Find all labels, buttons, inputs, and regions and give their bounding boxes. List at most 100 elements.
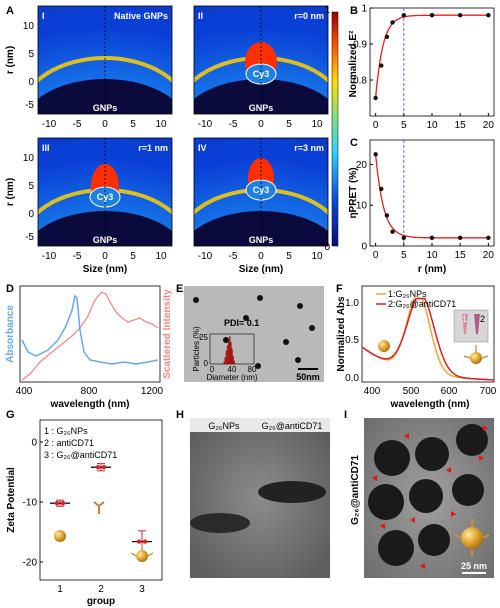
inset-x-label: Diameter (nm) bbox=[206, 373, 257, 382]
data-point bbox=[142, 539, 148, 544]
plot-frame bbox=[369, 139, 495, 247]
y-tick-label: 10 bbox=[23, 21, 35, 32]
subpanel-title: r=3 nm bbox=[294, 143, 324, 153]
nanoparticle bbox=[378, 530, 414, 566]
data-point bbox=[457, 235, 463, 241]
x-tick-label: 10 bbox=[155, 251, 167, 262]
histogram-bar bbox=[225, 350, 228, 365]
histogram-bars bbox=[223, 336, 235, 365]
inset-y-tick: 0 bbox=[204, 359, 209, 368]
x-tick-label: 20 bbox=[483, 120, 495, 131]
plot-frame bbox=[361, 285, 495, 383]
y-tick-label: 0.5 bbox=[345, 335, 359, 346]
inset-x-tick: 80 bbox=[248, 365, 257, 374]
gel-header bbox=[190, 418, 330, 432]
x-tick-label: 15 bbox=[455, 250, 467, 261]
nanoparticle bbox=[283, 339, 289, 345]
y-axis-label-right: Scattered Intensity bbox=[162, 289, 173, 379]
x-tick-label: 5 bbox=[286, 119, 292, 130]
data-point bbox=[457, 13, 463, 18]
x-tick-label: 0 bbox=[102, 251, 108, 262]
x-tick-label: 10 bbox=[311, 251, 323, 262]
x-tick-label: 1200 bbox=[141, 386, 164, 397]
x-axis-label: wavelength (nm) bbox=[50, 399, 130, 410]
nanoparticle bbox=[374, 440, 410, 476]
inset-y-tick: 25 bbox=[199, 333, 208, 342]
x-tick-label: -10 bbox=[42, 119, 57, 130]
y-tick-label: 0 bbox=[28, 209, 34, 220]
panel-d-axes: 400 800 1200 wavelength (nm) Absorbance … bbox=[5, 285, 173, 410]
subpanel-numeral: I bbox=[42, 11, 45, 21]
data-point bbox=[54, 501, 60, 506]
x-tick-label: 400 bbox=[364, 386, 381, 397]
histogram-bar bbox=[230, 342, 232, 365]
pdi-annotation: PDI= 0.1 bbox=[224, 318, 259, 328]
x-tick-label: 2 bbox=[98, 584, 104, 595]
inset-y-label: Particles (%) bbox=[192, 326, 201, 372]
nanoparticle bbox=[257, 295, 263, 301]
cy3-label: Cy3 bbox=[253, 69, 270, 79]
data-point bbox=[390, 20, 395, 25]
antibody-markers bbox=[372, 425, 488, 569]
nanoparticle bbox=[255, 363, 261, 369]
data-point bbox=[384, 34, 390, 39]
panel-c-axes: 0 5 10 15 20 20 10 0 ηPRET (%) r (nm) bbox=[348, 139, 495, 275]
colorbar-tick-label: 0 bbox=[324, 242, 330, 253]
data-point bbox=[384, 213, 390, 218]
lane-label-2: G₂₆@antiCD71 bbox=[262, 421, 323, 431]
absorbance-series bbox=[21, 294, 159, 365]
y-axis-label: r (nm) bbox=[5, 178, 16, 206]
colorbar-tick-label: 1 bbox=[324, 5, 330, 16]
functionalized-np-icon bbox=[463, 345, 489, 364]
x-tick-label: 5 bbox=[286, 251, 292, 262]
x-tick-label: 10 bbox=[311, 119, 323, 130]
scale-bar bbox=[298, 368, 318, 370]
gel-band-lane-1 bbox=[190, 513, 250, 533]
y-tick-label: 0.0 bbox=[345, 373, 359, 384]
x-tick-label: 0 bbox=[258, 119, 264, 130]
histogram-bar bbox=[229, 336, 231, 365]
y-axis-label: Normalized E² bbox=[348, 30, 359, 97]
y-tick-label: 0 bbox=[361, 242, 367, 253]
nanoparticle bbox=[193, 297, 199, 303]
colorbar bbox=[331, 11, 339, 247]
panel-g-axes: 1 : G₂₆NPs 2 : antiCD71 3 : G₂₆@antiCD71… bbox=[6, 419, 163, 607]
data-point bbox=[373, 152, 378, 157]
x-tick-label: 10 bbox=[155, 119, 167, 130]
plot-frame bbox=[369, 7, 495, 117]
data-point bbox=[373, 95, 378, 101]
antibody-icon bbox=[93, 501, 105, 514]
fit-curve bbox=[374, 14, 489, 99]
panel-h-gel: G₂₆NPs G₂₆@antiCD71 bbox=[190, 418, 330, 578]
data-point bbox=[60, 501, 66, 506]
x-tick-label: 5 bbox=[130, 251, 136, 262]
gold-np-icon bbox=[54, 530, 66, 542]
histogram-bar bbox=[232, 356, 234, 365]
x-tick-label: 1 bbox=[57, 584, 63, 595]
panel-letter-h: H bbox=[176, 409, 184, 421]
scale-bar-label: 25 nm bbox=[461, 561, 487, 571]
data-point bbox=[136, 539, 142, 544]
side-label: G₂₆@antiCD71 bbox=[350, 455, 361, 525]
vial-label-2: 2 bbox=[480, 314, 485, 324]
vial-2 bbox=[474, 314, 480, 334]
y-tick-label: 1 bbox=[361, 4, 367, 15]
x-tick-label: 10 bbox=[426, 250, 438, 261]
panel-letter-e: E bbox=[176, 283, 183, 295]
y-tick-label: 10 bbox=[356, 201, 368, 212]
vial-1 bbox=[462, 314, 468, 334]
panel-f-axes: 1:G₂₆NPs 2:G₂₆@antiCD71 1 2 400 500 600 … bbox=[336, 285, 497, 410]
x-axis-label: Size (nm) bbox=[83, 264, 127, 275]
plot-frame bbox=[19, 285, 161, 383]
y-tick-label: 0.8 bbox=[353, 76, 367, 87]
subpanel-title: Native GNPs bbox=[114, 11, 168, 21]
plot-frame bbox=[39, 419, 163, 581]
panel-a-axes: 10 5 0 -5 10 5 0 -5 -10 -5 0 5 10 -10 -5… bbox=[5, 5, 339, 275]
nanoparticle bbox=[418, 524, 450, 556]
y-tick-label: 0 bbox=[31, 438, 37, 449]
data-point bbox=[486, 13, 491, 18]
nanoparticle bbox=[295, 357, 301, 363]
functionalized-np-icon bbox=[454, 518, 490, 556]
data-point bbox=[390, 229, 395, 234]
